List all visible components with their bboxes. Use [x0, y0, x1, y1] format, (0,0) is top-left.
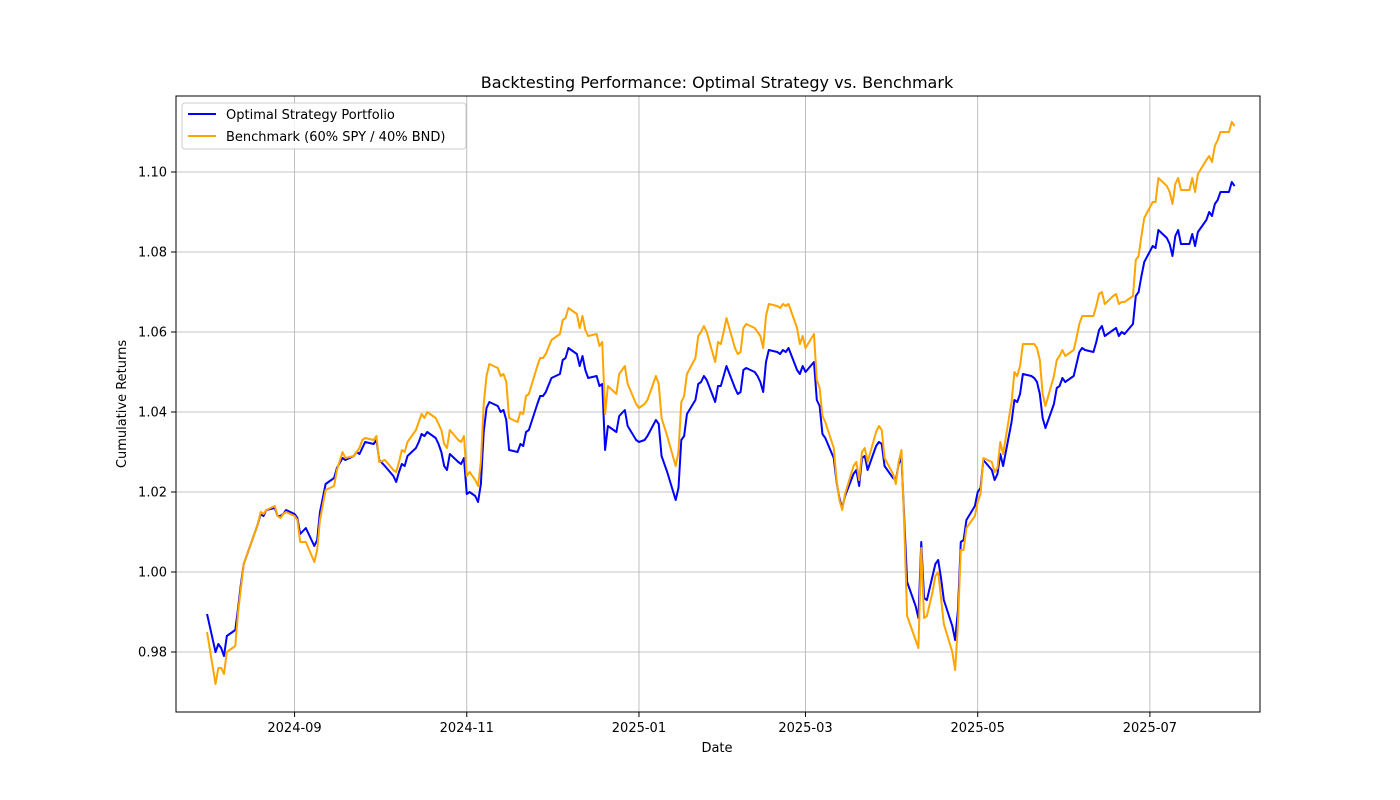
legend-box — [181, 102, 467, 150]
x-tick-label: 2024-09 — [267, 721, 321, 736]
series-layer — [206, 121, 1236, 685]
x-tick-label: 2025-03 — [778, 721, 832, 736]
y-tick-label: 1.06 — [138, 326, 167, 341]
x-axis: 2024-09 2024-11 2025-01 2025-03 2025-05 2025-… — [267, 712, 1177, 736]
y-tick-label: 1.04 — [138, 406, 167, 421]
x-tick-label: 2024-11 — [440, 721, 494, 736]
y-tick-label: 0.98 — [138, 646, 167, 661]
plot-frame — [175, 95, 1261, 713]
chart-title: Backtesting Performance: Optimal Strateg… — [481, 73, 954, 92]
legend-label-benchmark: Benchmark (60% SPY / 40% BND) — [226, 130, 445, 145]
x-tick-label: 2025-01 — [612, 721, 666, 736]
legend: Optimal Strategy Portfolio Benchmark (60… — [181, 102, 467, 150]
y-axis-label: Cumulative Returns — [115, 340, 130, 468]
legend-label-strategy: Optimal Strategy Portfolio — [226, 108, 395, 123]
grid — [176, 96, 1260, 712]
y-tick-label: 1.10 — [138, 166, 167, 181]
series-line-strategy — [206, 181, 1236, 657]
y-tick-label: 1.08 — [138, 246, 167, 261]
y-tick-label: 1.02 — [138, 486, 167, 501]
x-tick-label: 2025-07 — [1123, 721, 1177, 736]
y-tick-label: 1.00 — [138, 566, 167, 581]
y-axis: 0.98 1.00 1.02 1.04 1.06 1.08 1.10 — [138, 166, 176, 661]
x-axis-label: Date — [701, 741, 732, 756]
series-line-benchmark — [206, 121, 1236, 685]
x-tick-label: 2025-05 — [951, 721, 1005, 736]
